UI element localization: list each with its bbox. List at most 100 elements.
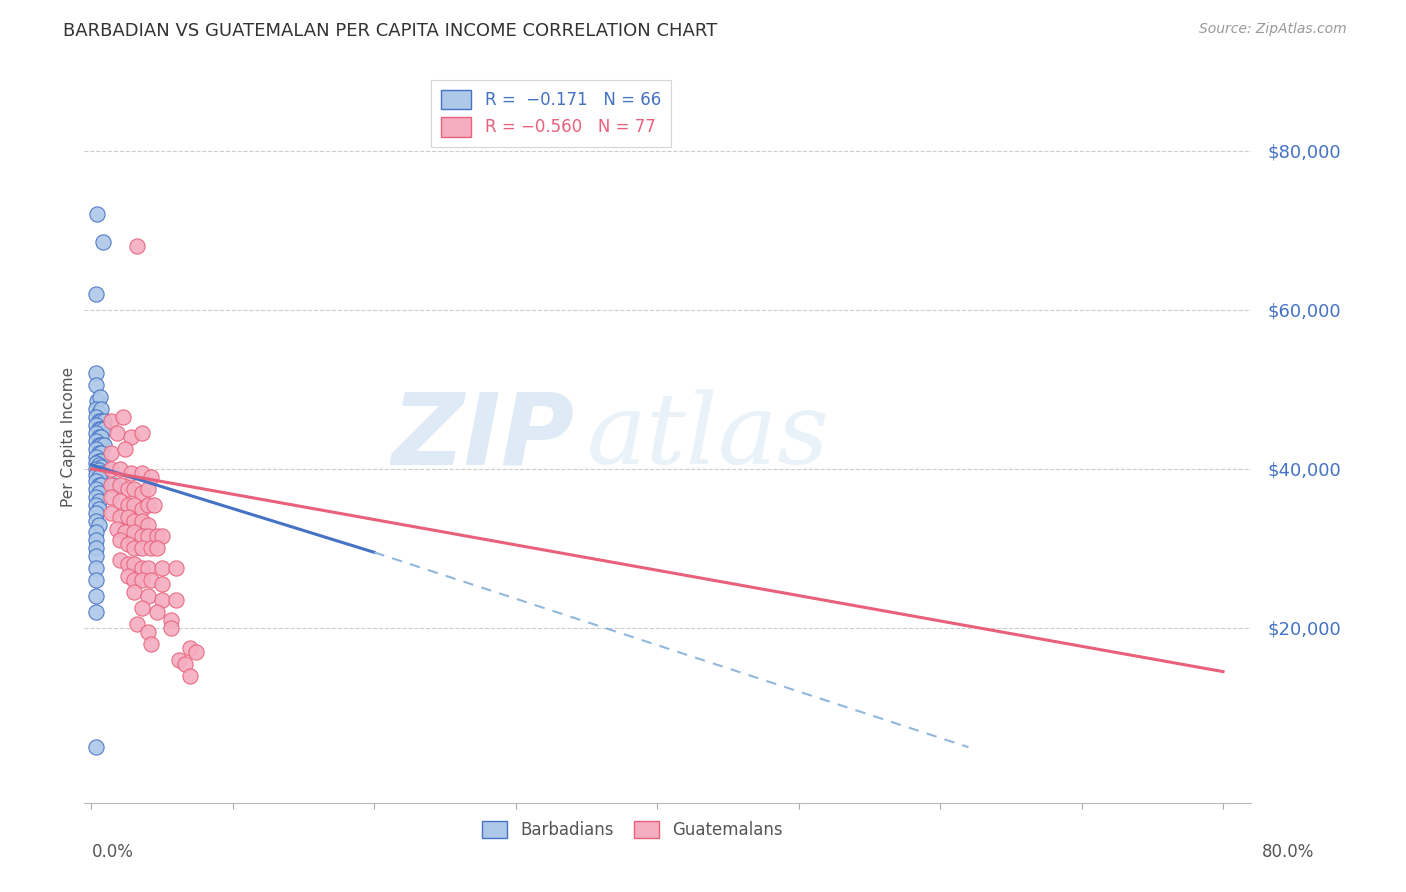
Point bbox=[84, 740, 107, 755]
Point bbox=[136, 517, 159, 532]
Point bbox=[84, 589, 107, 603]
Point bbox=[131, 485, 153, 500]
Point bbox=[139, 470, 162, 484]
Point bbox=[142, 498, 165, 512]
Point bbox=[84, 490, 107, 504]
Point bbox=[165, 593, 187, 607]
Point bbox=[100, 490, 122, 504]
Point bbox=[136, 529, 159, 543]
Point bbox=[167, 653, 190, 667]
Point bbox=[84, 605, 107, 619]
Point bbox=[105, 426, 128, 441]
Point bbox=[179, 668, 201, 682]
Point bbox=[90, 460, 112, 475]
Point bbox=[131, 601, 153, 615]
Point bbox=[108, 553, 131, 567]
Point bbox=[84, 426, 107, 441]
Text: atlas: atlas bbox=[586, 390, 830, 484]
Point bbox=[150, 593, 173, 607]
Point bbox=[84, 561, 107, 575]
Point bbox=[122, 585, 145, 599]
Point bbox=[87, 485, 110, 500]
Point bbox=[90, 454, 112, 468]
Point bbox=[131, 426, 153, 441]
Point bbox=[84, 434, 107, 448]
Point bbox=[179, 640, 201, 655]
Point bbox=[87, 414, 110, 428]
Point bbox=[84, 506, 107, 520]
Point bbox=[90, 477, 112, 491]
Text: BARBADIAN VS GUATEMALAN PER CAPITA INCOME CORRELATION CHART: BARBADIAN VS GUATEMALAN PER CAPITA INCOM… bbox=[63, 22, 717, 40]
Point bbox=[84, 442, 107, 456]
Point bbox=[90, 402, 112, 417]
Point bbox=[93, 414, 115, 428]
Point bbox=[173, 657, 195, 671]
Point bbox=[90, 414, 112, 428]
Point bbox=[108, 533, 131, 548]
Point bbox=[84, 367, 107, 381]
Point bbox=[87, 422, 110, 436]
Point bbox=[93, 438, 115, 452]
Point bbox=[131, 541, 153, 556]
Point bbox=[84, 474, 107, 488]
Point bbox=[84, 462, 107, 476]
Point bbox=[114, 525, 136, 540]
Point bbox=[84, 482, 107, 496]
Point bbox=[84, 525, 107, 540]
Point bbox=[122, 498, 145, 512]
Point bbox=[139, 541, 162, 556]
Point bbox=[122, 482, 145, 496]
Point bbox=[108, 477, 131, 491]
Point bbox=[122, 541, 145, 556]
Point bbox=[108, 462, 131, 476]
Point bbox=[117, 537, 139, 551]
Point bbox=[131, 529, 153, 543]
Point bbox=[84, 456, 107, 470]
Point bbox=[87, 454, 110, 468]
Point bbox=[108, 509, 131, 524]
Point bbox=[84, 549, 107, 564]
Point bbox=[122, 558, 145, 572]
Point bbox=[145, 541, 167, 556]
Point bbox=[122, 525, 145, 540]
Point bbox=[100, 477, 122, 491]
Point bbox=[117, 569, 139, 583]
Point bbox=[87, 501, 110, 516]
Point bbox=[87, 406, 110, 420]
Point bbox=[150, 561, 173, 575]
Point bbox=[136, 624, 159, 639]
Point bbox=[136, 482, 159, 496]
Point bbox=[159, 621, 181, 635]
Point bbox=[84, 533, 107, 548]
Point bbox=[87, 477, 110, 491]
Point bbox=[150, 529, 173, 543]
Point bbox=[84, 541, 107, 556]
Point bbox=[108, 493, 131, 508]
Text: 80.0%: 80.0% bbox=[1263, 843, 1315, 861]
Point bbox=[87, 430, 110, 444]
Point bbox=[125, 616, 148, 631]
Point bbox=[87, 458, 110, 472]
Point bbox=[125, 239, 148, 253]
Point bbox=[87, 446, 110, 460]
Point bbox=[131, 561, 153, 575]
Point bbox=[91, 235, 114, 250]
Point bbox=[120, 466, 142, 480]
Point bbox=[111, 410, 134, 425]
Point bbox=[145, 529, 167, 543]
Point bbox=[120, 430, 142, 444]
Point bbox=[100, 446, 122, 460]
Point bbox=[84, 418, 107, 433]
Point bbox=[131, 466, 153, 480]
Point bbox=[84, 287, 107, 301]
Legend: Barbadians, Guatemalans: Barbadians, Guatemalans bbox=[475, 814, 790, 846]
Point bbox=[117, 558, 139, 572]
Point bbox=[87, 438, 110, 452]
Point bbox=[136, 498, 159, 512]
Point bbox=[184, 645, 207, 659]
Point bbox=[139, 573, 162, 587]
Point bbox=[114, 442, 136, 456]
Point bbox=[90, 430, 112, 444]
Point bbox=[84, 378, 107, 392]
Point bbox=[84, 402, 107, 417]
